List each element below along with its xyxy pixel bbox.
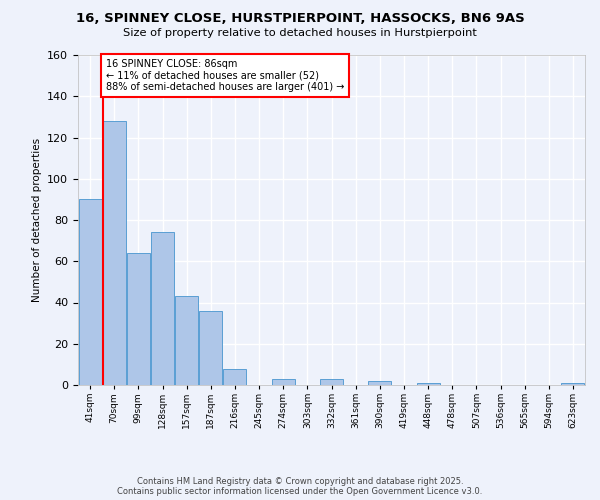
Bar [175,296,198,385]
Bar [223,368,247,385]
Bar [368,381,391,385]
Bar [103,121,125,385]
Bar [151,232,174,385]
Bar [199,310,222,385]
Bar [416,383,440,385]
Y-axis label: Number of detached properties: Number of detached properties [32,138,41,302]
Text: Contains public sector information licensed under the Open Government Licence v3: Contains public sector information licen… [118,487,482,496]
Bar [320,379,343,385]
Text: Size of property relative to detached houses in Hurstpierpoint: Size of property relative to detached ho… [123,28,477,38]
Text: Contains HM Land Registry data © Crown copyright and database right 2025.: Contains HM Land Registry data © Crown c… [137,477,463,486]
Text: 16, SPINNEY CLOSE, HURSTPIERPOINT, HASSOCKS, BN6 9AS: 16, SPINNEY CLOSE, HURSTPIERPOINT, HASSO… [76,12,524,26]
Text: 16 SPINNEY CLOSE: 86sqm
← 11% of detached houses are smaller (52)
88% of semi-de: 16 SPINNEY CLOSE: 86sqm ← 11% of detache… [106,59,344,92]
Bar [562,383,584,385]
Bar [127,253,150,385]
Bar [79,200,101,385]
Bar [272,379,295,385]
